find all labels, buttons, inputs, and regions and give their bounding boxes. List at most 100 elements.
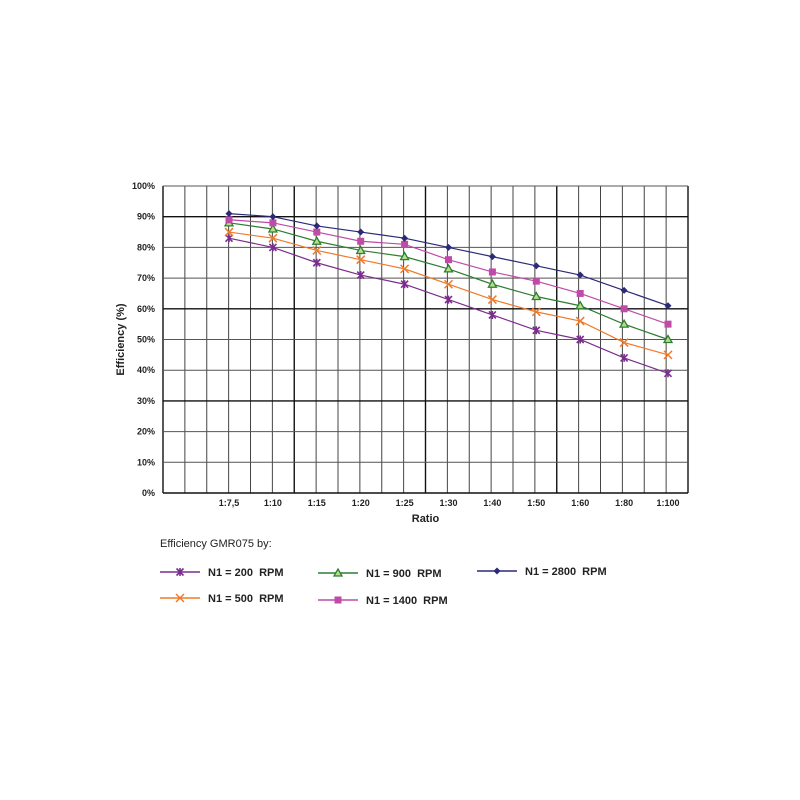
legend-label: N1 = 1400 RPM xyxy=(366,595,448,607)
data-point xyxy=(663,350,673,360)
data-point xyxy=(357,237,365,245)
data-point xyxy=(663,369,673,378)
data-point xyxy=(620,286,628,294)
data-point xyxy=(356,270,365,280)
data-point xyxy=(357,228,365,236)
data-point xyxy=(531,307,541,317)
data-point xyxy=(224,234,234,243)
data-point xyxy=(175,593,185,603)
data-point xyxy=(399,251,410,261)
series-triangle xyxy=(223,217,674,344)
data-point xyxy=(531,291,542,301)
series-x xyxy=(224,227,673,360)
data-point xyxy=(400,264,410,274)
data-point xyxy=(268,233,278,243)
y-tick-label: 100% xyxy=(132,181,155,191)
x-tick-label: 1:40 xyxy=(483,498,501,508)
data-point xyxy=(576,289,584,297)
data-point xyxy=(575,300,586,310)
legend-label: N1 = 900 RPM xyxy=(366,568,442,580)
x-axis-label: Ratio xyxy=(412,513,440,525)
data-point xyxy=(488,310,497,320)
data-point xyxy=(576,271,584,279)
legend-item: N1 = 1400 RPM xyxy=(318,595,448,607)
data-point xyxy=(313,228,321,236)
x-tick-label: 1:20 xyxy=(352,498,370,508)
data-point xyxy=(532,262,540,270)
y-tick-label: 20% xyxy=(137,427,155,437)
series-asterisk xyxy=(224,234,673,378)
y-tick-label: 80% xyxy=(137,242,155,252)
y-tick-label: 40% xyxy=(137,365,155,375)
data-point xyxy=(618,318,630,328)
data-point xyxy=(269,219,277,227)
x-tick-label: 1:100 xyxy=(656,498,679,508)
y-tick-label: 60% xyxy=(137,304,155,314)
data-point xyxy=(175,567,185,577)
data-point xyxy=(445,256,452,264)
x-tick-label: 1:80 xyxy=(615,498,633,508)
data-point xyxy=(532,326,541,335)
data-point xyxy=(619,338,629,348)
series-diamond xyxy=(225,210,672,310)
x-tick-label: 1:15 xyxy=(308,498,326,508)
data-point xyxy=(488,253,496,261)
legend-label: N1 = 2800 RPM xyxy=(525,566,607,578)
data-point xyxy=(532,277,540,285)
data-point xyxy=(444,295,453,304)
data-point xyxy=(312,258,321,267)
legend-label: N1 = 200 RPM xyxy=(208,567,284,579)
data-point xyxy=(445,243,452,251)
data-point xyxy=(664,302,672,310)
data-point xyxy=(443,279,454,289)
data-point xyxy=(268,243,277,252)
x-tick-label: 1:7,5 xyxy=(219,498,240,508)
data-point xyxy=(576,335,585,344)
x-tick-label: 1:50 xyxy=(527,498,545,508)
x-tick-label: 1:60 xyxy=(571,498,589,508)
legend-item: N1 = 200 RPM xyxy=(160,567,284,579)
x-tick-label: 1:10 xyxy=(264,498,282,508)
legend-item: N1 = 2800 RPM xyxy=(477,566,607,578)
data-point xyxy=(225,216,233,224)
y-tick-label: 10% xyxy=(137,457,155,467)
y-tick-label: 90% xyxy=(137,212,155,222)
data-point xyxy=(267,223,279,233)
series-square xyxy=(225,216,672,328)
data-point xyxy=(662,334,674,344)
data-point xyxy=(269,213,277,221)
legend-title: Efficiency GMR075 by: xyxy=(160,538,272,550)
legend-item: N1 = 500 RPM xyxy=(160,593,284,605)
data-point xyxy=(332,567,344,577)
data-point xyxy=(313,222,321,230)
y-tick-label: 50% xyxy=(137,335,155,345)
data-point xyxy=(334,596,342,604)
data-point xyxy=(224,227,234,237)
data-point xyxy=(356,255,366,265)
data-point xyxy=(575,316,585,326)
data-point xyxy=(488,268,496,276)
data-point xyxy=(493,567,501,575)
data-point xyxy=(225,210,233,218)
data-point xyxy=(311,235,322,245)
x-tick-label: 1:25 xyxy=(396,498,414,508)
data-point xyxy=(664,320,672,328)
data-point xyxy=(443,263,454,273)
legend-item: N1 = 900 RPM xyxy=(318,567,442,580)
y-tick-label: 70% xyxy=(137,273,155,283)
data-point xyxy=(312,245,322,256)
y-axis-label: Efficiency (%) xyxy=(115,303,127,375)
y-tick-label: 0% xyxy=(142,488,155,498)
data-point xyxy=(620,305,628,313)
data-point xyxy=(620,353,629,362)
data-point xyxy=(487,278,498,288)
data-point xyxy=(401,240,409,248)
legend-label: N1 = 500 RPM xyxy=(208,593,284,605)
data-point xyxy=(401,234,409,242)
data-point xyxy=(487,295,497,305)
y-tick-label: 30% xyxy=(137,396,155,406)
x-tick-label: 1:30 xyxy=(439,498,457,508)
data-point xyxy=(400,280,409,289)
data-point xyxy=(355,245,366,255)
